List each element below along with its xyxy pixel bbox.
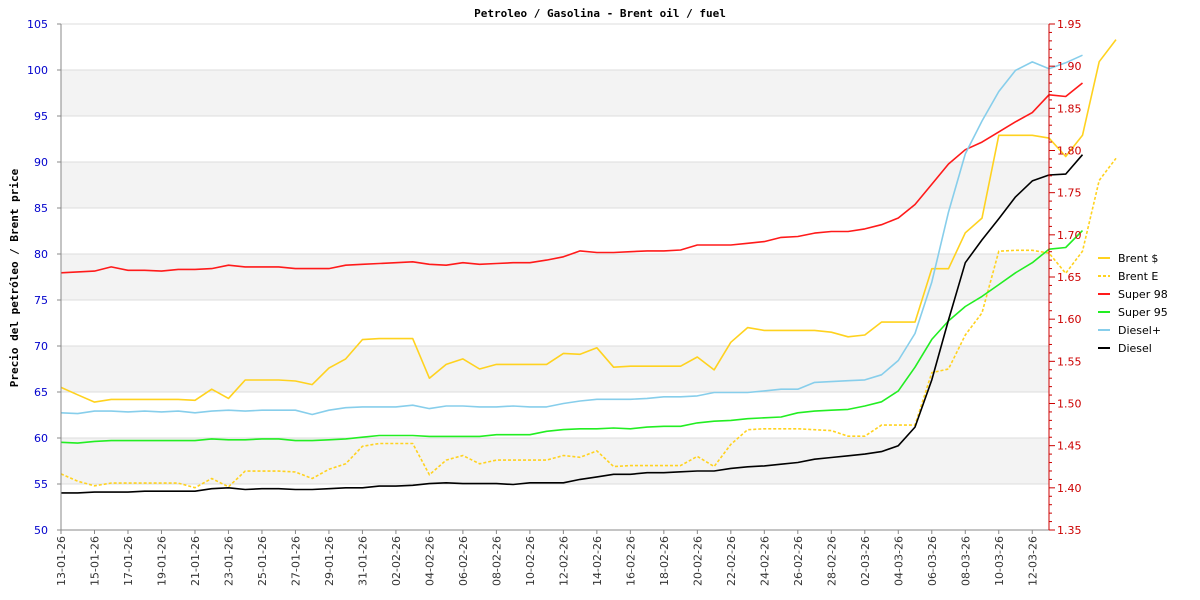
- left-tick-label: 75: [34, 294, 48, 307]
- series-line-super-95: [60, 230, 1084, 444]
- x-tick-label: 25-01-26: [256, 536, 269, 586]
- right-axis-ticks: 1.35 1.40 1.45 1.50 1.55 1.60 1.65 1.70 1.75 1.80…: [1049, 18, 1082, 537]
- grid-band: [61, 162, 1049, 208]
- left-tick-label: 80: [34, 248, 48, 261]
- x-tick-label: 12-02-26: [557, 536, 570, 586]
- left-tick-label: 70: [34, 340, 48, 353]
- grid-band: [61, 346, 1049, 392]
- x-tick-label: 17-01-26: [122, 536, 135, 586]
- series-line-diesel: [61, 154, 1084, 494]
- right-tick-label: 1.65: [1057, 271, 1082, 284]
- legend-label: Brent E: [1118, 270, 1158, 283]
- left-tick-label: 100: [27, 64, 48, 77]
- left-tick-label: 65: [34, 386, 48, 399]
- right-tick-label: 1.75: [1057, 187, 1082, 200]
- series-lines: [60, 39, 1117, 494]
- right-tick-label: 1.45: [1057, 440, 1082, 453]
- x-tick-label: 29-01-26: [323, 536, 336, 586]
- left-tick-label: 55: [34, 478, 48, 491]
- right-tick-label: 1.50: [1057, 398, 1082, 411]
- legend-label: Diesel: [1118, 342, 1152, 355]
- legend-label: Super 98: [1118, 288, 1168, 301]
- right-tick-label: 1.95: [1057, 18, 1082, 31]
- x-tick-label: 06-03-26: [926, 536, 939, 586]
- x-tick-label: 28-02-26: [825, 536, 838, 586]
- x-tick-label: 06-02-26: [457, 536, 470, 586]
- right-tick-label: 1.60: [1057, 313, 1082, 326]
- x-axis-ticks: 13-01-26 15-01-26 17-01-26 19-01-26 21-01-26…: [55, 530, 1039, 586]
- chart-title: Petroleo / Gasolina - Brent oil / fuel: [474, 7, 726, 20]
- left-tick-label: 60: [34, 432, 48, 445]
- legend-label: Diesel+: [1118, 324, 1161, 337]
- x-tick-label: 02-02-26: [390, 536, 403, 586]
- x-tick-label: 27-01-26: [289, 536, 302, 586]
- left-tick-label: 90: [34, 156, 48, 169]
- x-tick-label: 15-01-26: [88, 536, 101, 586]
- series-line-brent: [60, 39, 1117, 403]
- y-axis-label: Precio del petróleo / Brent price: [8, 168, 21, 387]
- x-tick-label: 12-03-26: [1026, 536, 1039, 586]
- x-tick-label: 08-03-26: [959, 536, 972, 586]
- right-tick-label: 1.80: [1057, 145, 1082, 158]
- left-tick-label: 85: [34, 202, 48, 215]
- left-tick-label: 50: [34, 524, 48, 537]
- right-tick-label: 1.70: [1057, 229, 1082, 242]
- grid-band: [61, 70, 1049, 116]
- x-tick-label: 04-03-26: [892, 536, 905, 586]
- legend-label: Brent $: [1118, 252, 1158, 265]
- legend-label: Super 95: [1118, 306, 1168, 319]
- left-axis-ticks: 50 55 60 65 70 75 80 85 90 95 100 105: [27, 18, 61, 537]
- right-tick-label: 1.90: [1057, 60, 1082, 73]
- right-tick-label: 1.85: [1057, 102, 1082, 115]
- x-tick-label: 18-02-26: [658, 536, 671, 586]
- left-tick-label: 95: [34, 110, 48, 123]
- grid-band: [61, 438, 1049, 484]
- right-tick-label: 1.40: [1057, 482, 1082, 495]
- x-tick-label: 02-03-26: [859, 536, 872, 586]
- right-tick-label: 1.35: [1057, 524, 1082, 537]
- x-tick-label: 22-02-26: [725, 536, 738, 586]
- left-tick-label: 105: [27, 18, 48, 31]
- x-tick-label: 16-02-26: [624, 536, 637, 586]
- x-tick-label: 23-01-26: [222, 536, 235, 586]
- x-tick-label: 04-02-26: [423, 536, 436, 586]
- x-tick-label: 14-02-26: [591, 536, 604, 586]
- x-tick-label: 26-02-26: [792, 536, 805, 586]
- x-tick-label: 13-01-26: [55, 536, 68, 586]
- grid-band: [61, 254, 1049, 300]
- grid-lines: [61, 23, 1049, 531]
- series-line-super-98: [60, 82, 1084, 274]
- series-line-diesel: [60, 54, 1083, 416]
- x-tick-label: 20-02-26: [691, 536, 704, 586]
- x-tick-label: 10-03-26: [993, 536, 1006, 586]
- x-tick-label: 10-02-26: [524, 536, 537, 586]
- x-tick-label: 21-01-26: [189, 536, 202, 586]
- right-tick-label: 1.55: [1057, 355, 1082, 368]
- x-tick-label: 24-02-26: [758, 536, 771, 586]
- grid-bands: [61, 70, 1049, 484]
- x-tick-label: 19-01-26: [155, 536, 168, 586]
- x-tick-label: 31-01-26: [356, 536, 369, 586]
- legend: Brent $ Brent E Super 98 Super 95 Diesel+ Die…: [1098, 252, 1168, 355]
- series-line-brent-e: [60, 157, 1117, 489]
- x-tick-label: 08-02-26: [490, 536, 503, 586]
